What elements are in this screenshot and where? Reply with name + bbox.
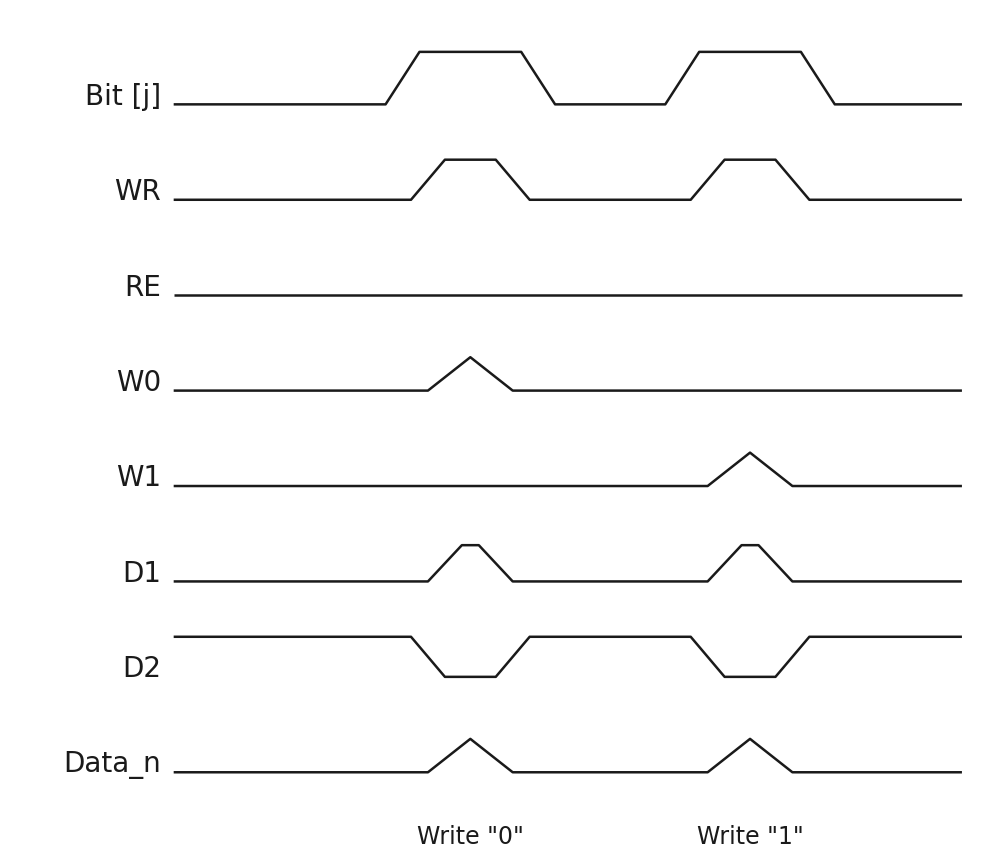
Text: Write "1": Write "1" [697,824,803,848]
Text: W1: W1 [116,464,161,493]
Text: Bit [j]: Bit [j] [85,83,161,111]
Text: D2: D2 [122,656,161,683]
Text: D1: D1 [122,560,161,588]
Text: W0: W0 [116,369,161,397]
Text: RE: RE [124,273,161,302]
Text: Write "0": Write "0" [417,824,524,848]
Text: Data_n: Data_n [63,751,161,779]
Text: WR: WR [114,178,161,207]
